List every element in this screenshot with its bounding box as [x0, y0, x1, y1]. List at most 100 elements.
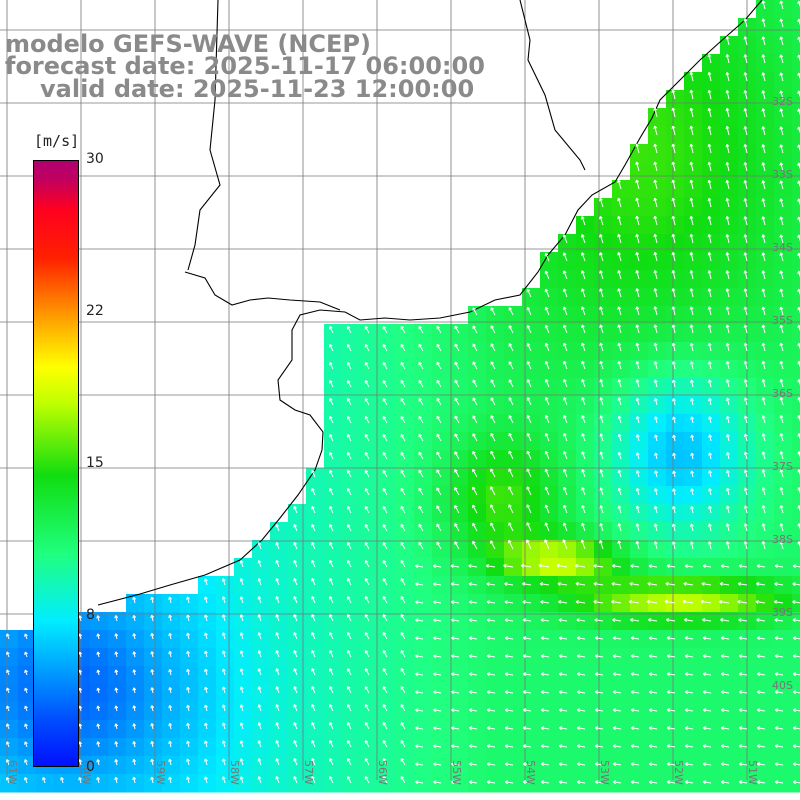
wind-speed-cell — [360, 342, 379, 361]
wind-arrow — [508, 468, 514, 478]
wind-arrow — [612, 744, 622, 749]
wind-speed-cell — [486, 396, 505, 415]
wind-arrow — [544, 432, 550, 442]
wind-speed-cell — [684, 630, 703, 649]
wind-arrow — [756, 618, 766, 622]
wind-speed-cell — [756, 486, 775, 505]
wind-speed-cell — [612, 198, 631, 217]
wind-speed-cell — [648, 468, 667, 487]
wind-speed-cell — [342, 648, 361, 667]
wind-arrow — [293, 704, 298, 712]
wind-speed-cell — [0, 738, 19, 757]
wind-speed-cell — [360, 738, 379, 757]
wind-speed-cell — [288, 522, 307, 541]
wind-speed-cell — [18, 630, 37, 649]
wind-speed-cell — [540, 666, 559, 685]
wind-arrow — [725, 342, 730, 352]
wind-speed-cell — [288, 684, 307, 703]
wind-speed-cell — [774, 612, 793, 631]
wind-arrow — [743, 433, 748, 442]
wind-arrow — [311, 560, 316, 568]
wind-arrow — [508, 397, 514, 406]
wind-speed-cell — [216, 720, 235, 739]
wind-arrow — [436, 397, 442, 406]
wind-arrow — [612, 672, 622, 677]
wind-arrow — [689, 71, 694, 82]
wind-speed-cell — [360, 432, 379, 451]
wind-speed-cell — [90, 702, 109, 721]
wind-speed-cell — [756, 612, 775, 631]
wind-arrow — [576, 708, 586, 713]
wind-speed-cell — [702, 360, 721, 379]
wind-speed-cell — [108, 738, 127, 757]
wind-arrow — [562, 252, 568, 262]
wind-speed-cell — [504, 522, 523, 541]
wind-arrow — [725, 125, 730, 136]
wind-arrow — [257, 704, 262, 712]
wind-arrow — [504, 708, 514, 713]
wind-speed-cell — [648, 540, 667, 559]
wind-speed-cell — [630, 648, 649, 667]
wind-arrow — [690, 452, 695, 460]
wind-speed-cell — [360, 504, 379, 523]
wind-speed-cell — [468, 756, 487, 775]
wind-speed-cell — [702, 756, 721, 775]
wind-arrow — [257, 722, 262, 730]
wind-arrow — [239, 668, 244, 676]
wind-arrow — [635, 270, 640, 280]
wind-speed-cell — [450, 486, 469, 505]
wind-arrow — [433, 636, 442, 641]
wind-speed-cell — [540, 630, 559, 649]
wind-speed-cell — [540, 432, 559, 451]
wind-speed-cell — [504, 342, 523, 361]
wind-speed-cell — [702, 252, 721, 271]
wind-arrow — [594, 780, 604, 785]
wind-arrow — [635, 397, 640, 406]
wind-arrow — [635, 179, 640, 190]
wind-speed-cell — [612, 234, 631, 253]
wind-arrow — [558, 636, 568, 641]
wind-arrow — [329, 470, 334, 478]
wind-arrow — [725, 197, 730, 208]
wind-arrow — [204, 686, 208, 694]
wind-speed-cell — [594, 252, 613, 271]
wind-arrow — [526, 288, 532, 298]
wind-speed-cell — [342, 756, 361, 775]
wind-arrow — [654, 452, 658, 460]
wind-arrow — [779, 234, 784, 244]
wind-speed-cell — [540, 414, 559, 433]
wind-speed-cell — [774, 396, 793, 415]
wind-arrow — [743, 541, 748, 550]
wind-arrow — [544, 379, 550, 388]
wind-speed-cell — [342, 378, 361, 397]
wind-speed-cell — [522, 630, 541, 649]
wind-arrow — [364, 488, 370, 496]
wind-speed-cell — [612, 648, 631, 667]
wind-arrow — [774, 618, 784, 623]
wind-arrow — [150, 776, 155, 784]
wind-speed-cell — [756, 396, 775, 415]
wind-arrow — [382, 560, 388, 568]
wind-arrow — [486, 600, 496, 605]
wind-arrow — [779, 90, 784, 100]
wind-arrow — [630, 690, 640, 695]
wind-speed-cell — [504, 630, 523, 649]
wind-speed-cell — [702, 486, 721, 505]
wind-speed-cell — [504, 612, 523, 631]
wind-speed-cell — [702, 378, 721, 397]
wind-arrow — [743, 451, 748, 460]
wind-arrow — [562, 342, 568, 352]
wind-speed-cell — [594, 486, 613, 505]
wind-arrow — [526, 397, 532, 406]
wind-speed-cell — [648, 630, 667, 649]
wind-speed-cell — [234, 612, 253, 631]
wind-arrow — [684, 672, 694, 677]
wind-speed-cell — [180, 738, 199, 757]
wind-arrow — [666, 762, 676, 767]
wind-speed-cell — [630, 774, 649, 793]
wind-speed-cell — [468, 594, 487, 613]
wind-arrow — [599, 342, 604, 352]
wind-arrow — [329, 452, 334, 460]
wind-speed-cell — [558, 234, 577, 253]
wind-speed-cell — [630, 306, 649, 325]
